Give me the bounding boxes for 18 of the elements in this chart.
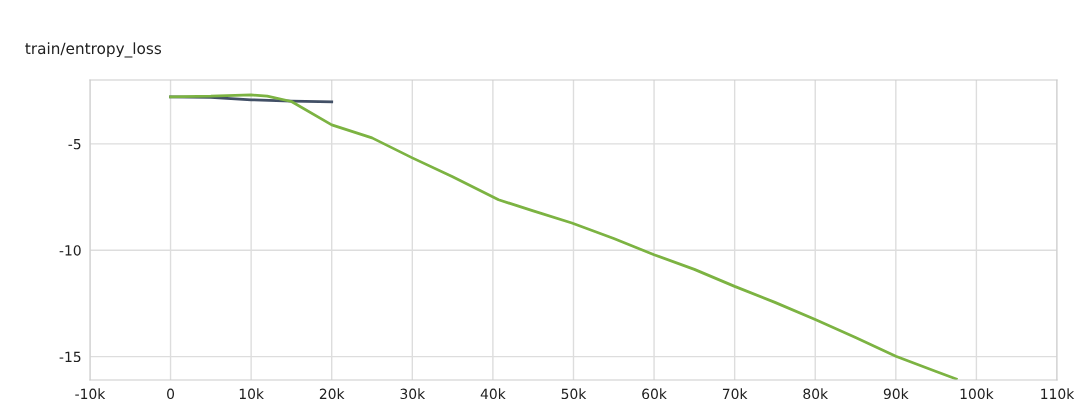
x-tick-label: 80k [803, 388, 829, 400]
x-tick-label: 60k [642, 388, 667, 400]
x-tick-label: 20k [319, 388, 345, 400]
x-tick-label: 100k [960, 388, 994, 400]
line-series [169, 93, 958, 381]
x-tick-label: 110k [1041, 388, 1075, 400]
x-tick-label: 0 [167, 388, 175, 400]
x-tick-label: -10k [75, 388, 106, 400]
x-tick-label: 50k [561, 388, 587, 400]
x-tick-label: 40k [480, 388, 506, 400]
x-tick-label: 70k [722, 388, 748, 400]
x-tick-label: 30k [400, 388, 426, 400]
x-tick-label: 10k [239, 388, 264, 400]
y-tick-label: -10 [59, 245, 81, 256]
chart-title: train/entropy_loss [25, 42, 162, 58]
x-tick-label: 90k [883, 388, 909, 400]
y-tick-label: -5 [68, 138, 81, 150]
y-tick-label: -15 [59, 351, 81, 363]
